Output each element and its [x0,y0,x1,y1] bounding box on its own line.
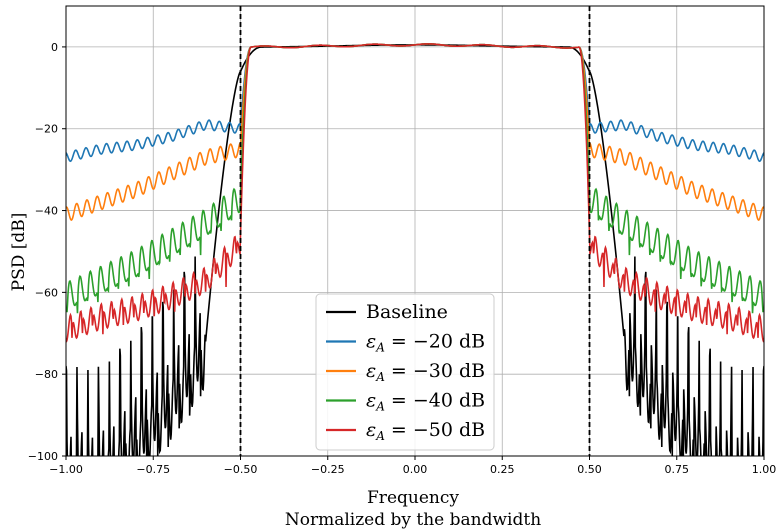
y-tick-label: 0 [51,41,58,54]
legend-label-3: εA = −40 dB [366,390,485,414]
grid [65,6,765,457]
series-line-4 [66,43,764,343]
x-tick-label: −0.50 [224,463,258,476]
x-tick-label: 0.25 [490,463,515,476]
x-tick-label: −0.75 [136,463,170,476]
plot-lines [66,6,764,456]
x-tick-label: 1.00 [752,463,777,476]
y-tick-label: −20 [35,123,58,136]
x-axis-title: Frequency [367,488,459,508]
y-tick-label: −40 [35,205,58,218]
x-tick-label: 0.00 [403,463,428,476]
y-tick-label: −100 [28,450,58,463]
legend: Baseline εA = −20 dB εA = −30 dB εA = −40 d… [315,293,495,451]
y-axis-title: PSD [dB] [9,213,29,292]
y-tick-label: −60 [35,286,58,299]
x-tick-label: −0.25 [311,463,345,476]
legend-box [315,293,495,451]
x-tick-labels: −1.00 −0.75 −0.50 −0.25 0.00 0.25 0.50 0.75 1.00 [49,463,776,476]
legend-label-0: Baseline [366,301,448,323]
x-tick-label: 0.50 [577,463,602,476]
y-tick-label: −80 [35,368,58,381]
frame [62,5,765,460]
y-tick-labels: −100 −80 −60 −40 −20 0 [28,41,58,463]
x-tick-label: −1.00 [49,463,83,476]
x-axis-subtitle: Normalized by the bandwidth [285,510,541,529]
legend-label-2: εA = −30 dB [366,360,485,384]
legend-label-4: εA = −50 dB [366,419,485,443]
x-tick-label: 0.75 [665,463,690,476]
legend-label-1: εA = −20 dB [366,331,485,355]
